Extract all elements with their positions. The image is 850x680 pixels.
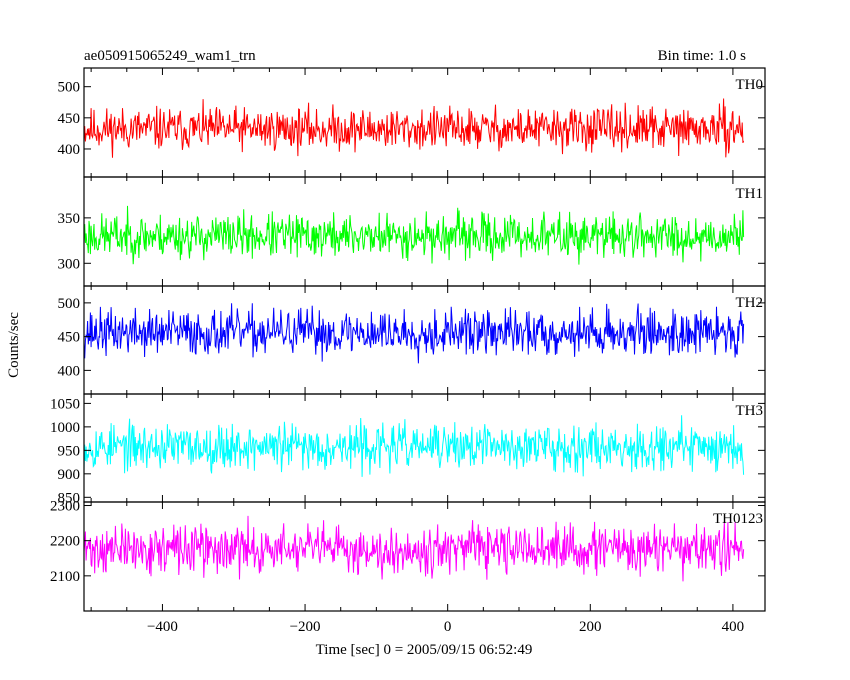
y-tick-label: 500	[58, 296, 81, 312]
series-line-th3	[83, 415, 745, 477]
x-tick-label: −400	[147, 619, 178, 635]
y-tick-label: 1050	[50, 396, 80, 412]
y-tick-label: 2200	[50, 534, 80, 550]
panel-th1: 300 350 TH1	[58, 176, 766, 287]
panel-th0123: 2100 2200 2300 TH0123	[50, 499, 766, 612]
x-tick-label: 400	[722, 619, 745, 635]
panel-label-th0: TH0	[736, 77, 764, 93]
panel-th0: 400 450 500 TH0	[58, 67, 766, 178]
y-tick-label: 400	[58, 142, 81, 158]
y-tick-label: 900	[58, 467, 81, 483]
panel-label-th0123: TH0123	[713, 511, 763, 527]
y-tick-label: 850	[58, 490, 81, 506]
panels-group: 400 450 500 TH0 300 350 TH1 400 450 500 TH2 850 900 9…	[50, 67, 766, 635]
series-line-th2	[83, 303, 745, 364]
chart-title-right: Bin time: 1.0 s	[658, 48, 747, 64]
y-tick-label: 450	[58, 330, 81, 346]
y-tick-label: 350	[58, 211, 81, 227]
y-tick-label: 500	[58, 80, 81, 96]
y-tick-label: 300	[58, 256, 81, 272]
x-tick-label: 0	[444, 619, 452, 635]
panel-frame	[83, 501, 766, 612]
series-line-th1	[83, 205, 745, 265]
x-axis-label: Time [sec] 0 = 2005/09/15 06:52:49	[316, 642, 533, 658]
y-tick-label: 2300	[50, 499, 80, 515]
series-line-th0123	[83, 515, 745, 582]
y-tick-label: 950	[58, 443, 81, 459]
y-tick-label: 2100	[50, 569, 80, 585]
chart-title-left: ae050915065249_wam1_trn	[84, 48, 256, 64]
x-tick-label: −200	[290, 619, 321, 635]
panel-th3: 850 900 950 1000 1050 TH3	[50, 393, 766, 506]
panel-label-th1: TH1	[736, 186, 764, 202]
y-tick-label: 450	[58, 111, 81, 127]
series-line-th0	[83, 98, 745, 158]
x-tick-label: 200	[579, 619, 602, 635]
y-axis-label: Counts/sec	[6, 312, 22, 378]
y-tick-label: 400	[58, 363, 81, 379]
panel-label-th3: TH3	[736, 403, 764, 419]
panel-th2: 400 450 500 TH2	[58, 285, 766, 395]
panel-label-th2: TH2	[736, 295, 764, 311]
y-tick-label: 1000	[50, 420, 80, 436]
